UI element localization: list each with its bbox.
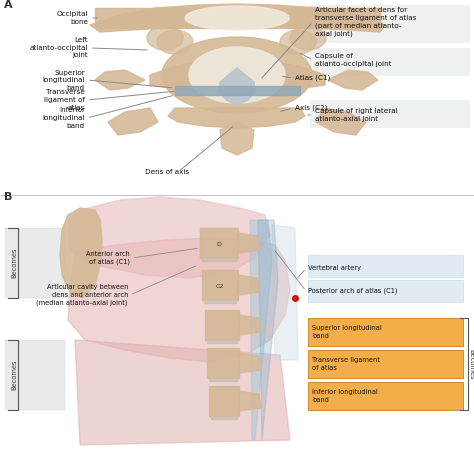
- Text: Superior longitudinal
band: Superior longitudinal band: [312, 325, 382, 339]
- Text: Becomes: Becomes: [11, 360, 17, 390]
- Polygon shape: [175, 86, 300, 95]
- Polygon shape: [157, 30, 193, 54]
- Polygon shape: [280, 30, 316, 54]
- Polygon shape: [147, 26, 183, 50]
- Text: Posterior arch of atlas (C1): Posterior arch of atlas (C1): [308, 288, 398, 294]
- FancyBboxPatch shape: [308, 318, 463, 346]
- Polygon shape: [207, 348, 239, 378]
- Polygon shape: [219, 68, 255, 105]
- Text: Transverse ligament
of atlas: Transverse ligament of atlas: [312, 357, 380, 371]
- Polygon shape: [272, 225, 298, 360]
- Polygon shape: [250, 220, 272, 440]
- FancyBboxPatch shape: [308, 255, 463, 277]
- Polygon shape: [238, 275, 260, 295]
- Polygon shape: [60, 208, 102, 298]
- FancyBboxPatch shape: [310, 48, 470, 76]
- Polygon shape: [168, 108, 305, 128]
- Polygon shape: [209, 386, 239, 416]
- Polygon shape: [189, 47, 285, 103]
- Polygon shape: [204, 300, 236, 303]
- Polygon shape: [75, 340, 290, 445]
- Polygon shape: [202, 270, 238, 300]
- Text: Becomes: Becomes: [11, 248, 17, 278]
- Polygon shape: [220, 122, 254, 155]
- FancyBboxPatch shape: [310, 100, 470, 128]
- FancyBboxPatch shape: [308, 280, 463, 302]
- Polygon shape: [68, 197, 270, 278]
- Polygon shape: [202, 258, 236, 261]
- FancyBboxPatch shape: [308, 350, 463, 378]
- Polygon shape: [108, 108, 158, 135]
- Polygon shape: [209, 378, 237, 381]
- Text: Inferior
longitudinal
band: Inferior longitudinal band: [43, 107, 85, 129]
- Polygon shape: [238, 233, 260, 253]
- Text: Articular cavity between
dens and anterior arch
(median atlanto-axial joint): Articular cavity between dens and anteri…: [36, 284, 128, 306]
- Text: C2: C2: [216, 284, 224, 289]
- Text: A: A: [4, 0, 13, 10]
- Polygon shape: [290, 26, 326, 50]
- Polygon shape: [239, 391, 261, 411]
- Polygon shape: [68, 238, 290, 362]
- Text: Becomes: Becomes: [468, 349, 474, 379]
- Text: Occipital
bone: Occipital bone: [56, 11, 88, 25]
- FancyBboxPatch shape: [5, 340, 65, 410]
- Polygon shape: [239, 315, 261, 335]
- Text: Atlas (C1): Atlas (C1): [295, 75, 330, 81]
- Text: Capsule of right lateral
atlanto-axial joint: Capsule of right lateral atlanto-axial j…: [315, 108, 398, 122]
- Polygon shape: [200, 228, 238, 258]
- Polygon shape: [95, 70, 145, 90]
- Text: Inferior longitudinal
band: Inferior longitudinal band: [312, 389, 378, 403]
- Polygon shape: [90, 4, 385, 32]
- Polygon shape: [150, 59, 325, 95]
- Polygon shape: [205, 310, 239, 340]
- Text: Dens of axis: Dens of axis: [145, 169, 189, 175]
- Polygon shape: [211, 416, 237, 419]
- Text: Transverse
ligament of
atlas: Transverse ligament of atlas: [44, 89, 85, 110]
- FancyBboxPatch shape: [5, 228, 65, 298]
- Text: Left
atlanto-occipital
joint: Left atlanto-occipital joint: [29, 37, 88, 59]
- Polygon shape: [328, 70, 378, 90]
- Polygon shape: [162, 37, 312, 113]
- Polygon shape: [207, 340, 237, 343]
- Polygon shape: [239, 353, 261, 373]
- Text: B: B: [4, 192, 12, 202]
- Text: D: D: [217, 241, 221, 247]
- Polygon shape: [185, 6, 289, 30]
- Text: Superior
longitudinal
band: Superior longitudinal band: [43, 69, 85, 91]
- FancyBboxPatch shape: [310, 5, 470, 43]
- Polygon shape: [316, 108, 366, 135]
- Text: Capsule of
atlanto-occipital joint: Capsule of atlanto-occipital joint: [315, 53, 392, 67]
- FancyBboxPatch shape: [308, 382, 463, 410]
- Text: Articular facet of dens for
transverse ligament of atlas
(part of median atlanto: Articular facet of dens for transverse l…: [315, 7, 416, 37]
- Text: Anterior arch
of atlas (C1): Anterior arch of atlas (C1): [86, 251, 130, 265]
- Text: Vertebral artery: Vertebral artery: [308, 265, 361, 271]
- Polygon shape: [258, 220, 278, 440]
- Text: Axis (C2): Axis (C2): [295, 105, 328, 111]
